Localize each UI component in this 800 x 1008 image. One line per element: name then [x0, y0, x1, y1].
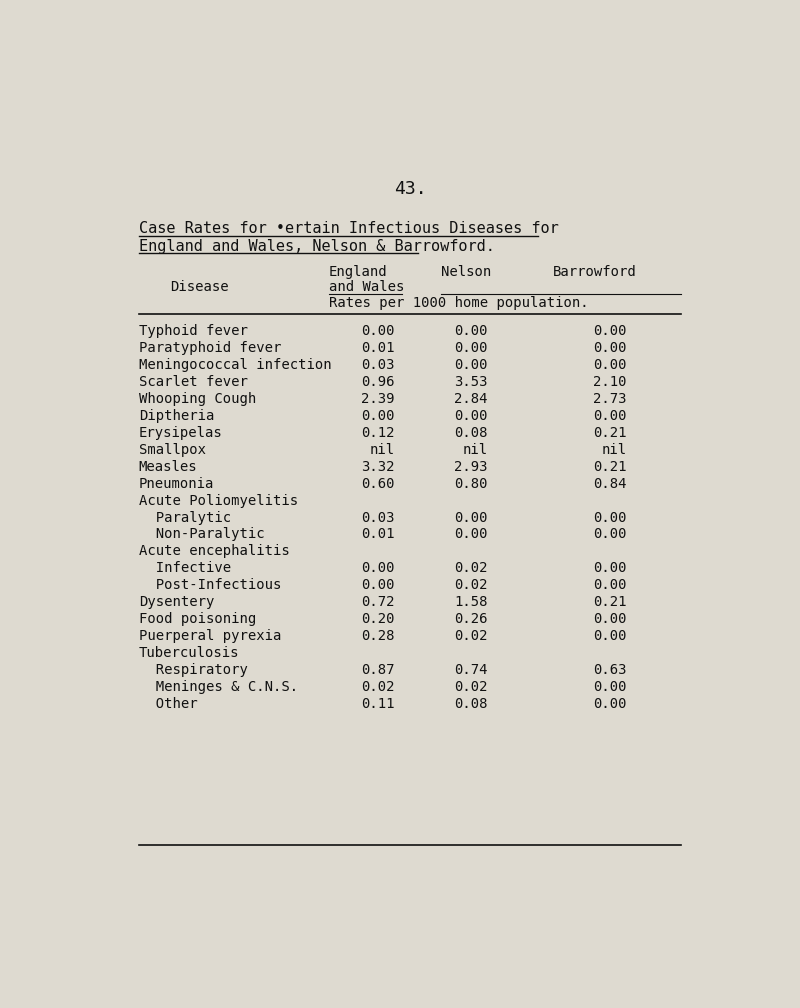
- Text: 0.26: 0.26: [454, 612, 487, 626]
- Text: 0.00: 0.00: [594, 680, 627, 694]
- Text: 0.63: 0.63: [594, 663, 627, 677]
- Text: 0.00: 0.00: [454, 409, 487, 423]
- Text: Diptheria: Diptheria: [138, 409, 214, 423]
- Text: 0.00: 0.00: [594, 612, 627, 626]
- Text: 0.20: 0.20: [361, 612, 394, 626]
- Text: Smallpox: Smallpox: [138, 443, 206, 457]
- Text: 0.02: 0.02: [454, 629, 487, 643]
- Text: 0.01: 0.01: [361, 341, 394, 355]
- Text: 0.03: 0.03: [361, 510, 394, 524]
- Text: 0.84: 0.84: [594, 477, 627, 491]
- Text: 2.39: 2.39: [361, 392, 394, 406]
- Text: 0.00: 0.00: [454, 510, 487, 524]
- Text: Typhoid fever: Typhoid fever: [138, 325, 248, 338]
- Text: Post-Infectious: Post-Infectious: [138, 579, 281, 593]
- Text: 0.00: 0.00: [594, 358, 627, 372]
- Text: 0.00: 0.00: [594, 409, 627, 423]
- Text: Tuberculosis: Tuberculosis: [138, 646, 239, 660]
- Text: nil: nil: [370, 443, 394, 457]
- Text: 0.00: 0.00: [594, 325, 627, 338]
- Text: 0.02: 0.02: [454, 680, 487, 694]
- Text: 0.28: 0.28: [361, 629, 394, 643]
- Text: 0.00: 0.00: [454, 527, 487, 541]
- Text: 0.74: 0.74: [454, 663, 487, 677]
- Text: 0.00: 0.00: [594, 561, 627, 576]
- Text: 0.87: 0.87: [361, 663, 394, 677]
- Text: 0.00: 0.00: [361, 409, 394, 423]
- Text: Disease: Disease: [170, 279, 228, 293]
- Text: Respiratory: Respiratory: [138, 663, 248, 677]
- Text: Erysipelas: Erysipelas: [138, 425, 222, 439]
- Text: Puerperal pyrexia: Puerperal pyrexia: [138, 629, 281, 643]
- Text: 0.21: 0.21: [594, 595, 627, 609]
- Text: 0.08: 0.08: [454, 425, 487, 439]
- Text: England: England: [329, 265, 387, 279]
- Text: Infective: Infective: [138, 561, 231, 576]
- Text: 3.53: 3.53: [454, 375, 487, 389]
- Text: Case Rates for •ertain Infectious Diseases for: Case Rates for •ertain Infectious Diseas…: [138, 222, 558, 236]
- Text: 0.60: 0.60: [361, 477, 394, 491]
- Text: and Wales: and Wales: [329, 279, 404, 293]
- Text: Barrowford: Barrowford: [554, 265, 637, 279]
- Text: 3.32: 3.32: [361, 460, 394, 474]
- Text: 0.00: 0.00: [454, 325, 487, 338]
- Text: Paratyphoid fever: Paratyphoid fever: [138, 341, 281, 355]
- Text: Scarlet fever: Scarlet fever: [138, 375, 248, 389]
- Text: 0.72: 0.72: [361, 595, 394, 609]
- Text: Paralytic: Paralytic: [138, 510, 231, 524]
- Text: England and Wales, Nelson & Barrowford.: England and Wales, Nelson & Barrowford.: [138, 239, 494, 254]
- Text: 0.96: 0.96: [361, 375, 394, 389]
- Text: 0.03: 0.03: [361, 358, 394, 372]
- Text: Dysentery: Dysentery: [138, 595, 214, 609]
- Text: 0.00: 0.00: [361, 579, 394, 593]
- Text: 0.00: 0.00: [454, 358, 487, 372]
- Text: 0.21: 0.21: [594, 425, 627, 439]
- Text: nil: nil: [602, 443, 627, 457]
- Text: 0.00: 0.00: [594, 341, 627, 355]
- Text: 1.58: 1.58: [454, 595, 487, 609]
- Text: Whooping Cough: Whooping Cough: [138, 392, 256, 406]
- Text: 2.73: 2.73: [594, 392, 627, 406]
- Text: Acute Poliomyelitis: Acute Poliomyelitis: [138, 494, 298, 508]
- Text: 0.02: 0.02: [454, 561, 487, 576]
- Text: 43.: 43.: [394, 179, 426, 198]
- Text: Non-Paralytic: Non-Paralytic: [138, 527, 264, 541]
- Text: 2.84: 2.84: [454, 392, 487, 406]
- Text: 0.00: 0.00: [594, 527, 627, 541]
- Text: 0.80: 0.80: [454, 477, 487, 491]
- Text: 0.00: 0.00: [361, 325, 394, 338]
- Text: Pneumonia: Pneumonia: [138, 477, 214, 491]
- Text: Nelson: Nelson: [441, 265, 491, 279]
- Text: 0.01: 0.01: [361, 527, 394, 541]
- Text: 0.12: 0.12: [361, 425, 394, 439]
- Text: Other: Other: [138, 697, 198, 711]
- Text: nil: nil: [462, 443, 487, 457]
- Text: 0.00: 0.00: [594, 629, 627, 643]
- Text: Meningococcal infection: Meningococcal infection: [138, 358, 331, 372]
- Text: 0.00: 0.00: [454, 341, 487, 355]
- Text: 2.10: 2.10: [594, 375, 627, 389]
- Text: 0.02: 0.02: [454, 579, 487, 593]
- Text: Acute encephalitis: Acute encephalitis: [138, 544, 290, 558]
- Text: 0.02: 0.02: [361, 680, 394, 694]
- Text: Food poisoning: Food poisoning: [138, 612, 256, 626]
- Text: 0.00: 0.00: [594, 579, 627, 593]
- Text: 2.93: 2.93: [454, 460, 487, 474]
- Text: 0.00: 0.00: [361, 561, 394, 576]
- Text: Meninges & C.N.S.: Meninges & C.N.S.: [138, 680, 298, 694]
- Text: 0.00: 0.00: [594, 510, 627, 524]
- Text: 0.11: 0.11: [361, 697, 394, 711]
- Text: Measles: Measles: [138, 460, 198, 474]
- Text: 0.21: 0.21: [594, 460, 627, 474]
- Text: Rates per 1000 home population.: Rates per 1000 home population.: [329, 295, 588, 309]
- Text: 0.00: 0.00: [594, 697, 627, 711]
- Text: 0.08: 0.08: [454, 697, 487, 711]
